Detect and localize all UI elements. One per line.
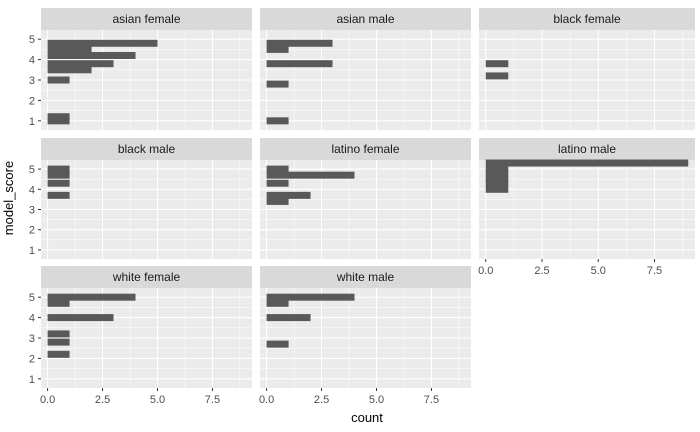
x-tick-label: 2.5 — [314, 394, 329, 406]
y-tick-label: 4 — [29, 184, 35, 196]
histogram-bar — [485, 165, 509, 173]
y-tick-label: 3 — [29, 205, 35, 217]
histogram-bar — [266, 165, 289, 173]
y-tick-label: 2 — [29, 225, 35, 237]
facet-panel: latino male 0.0 2.5 5.0 7.5 — [478, 138, 695, 277]
facet-strip-label: latino male — [558, 142, 616, 156]
y-tick-label: 1 — [29, 374, 35, 386]
histogram-bar — [266, 299, 289, 307]
histogram-bar — [47, 76, 70, 84]
histogram-bar — [485, 175, 509, 183]
histogram-bar — [485, 185, 509, 193]
y-tick-label: 2 — [29, 95, 35, 107]
histogram-bar — [266, 314, 311, 322]
facet-strip-label: white female — [112, 270, 181, 284]
y-tick-label: 1 — [29, 245, 35, 257]
facet-strip — [41, 266, 252, 288]
facet-strip-label: latino female — [331, 142, 399, 156]
histogram-bar — [47, 165, 70, 173]
y-tick-label: 3 — [29, 75, 35, 87]
histogram-bar — [485, 159, 689, 167]
facet-strip — [41, 8, 252, 30]
facet-panel: asian female 1 2 3 4 5 — [29, 8, 252, 130]
histogram-bar — [266, 171, 355, 179]
histogram-bar — [47, 314, 114, 322]
facet-panel: black female — [479, 8, 695, 130]
histogram-bar — [47, 52, 136, 60]
histogram-bar — [47, 45, 92, 53]
histogram-bar — [266, 293, 355, 301]
histogram-bar — [266, 340, 289, 348]
histogram-bar — [47, 179, 70, 187]
histogram-bar — [266, 39, 333, 47]
histogram-bar — [266, 191, 311, 199]
y-tick-label: 2 — [29, 353, 35, 365]
histogram-bar — [266, 179, 289, 187]
y-tick-label: 3 — [29, 333, 35, 345]
facet-strip-label: black male — [118, 142, 176, 156]
x-tick-label: 7.5 — [205, 394, 220, 406]
y-tick-label: 4 — [29, 313, 35, 325]
histogram-bar — [47, 350, 70, 358]
x-tick-label: 5.0 — [150, 394, 165, 406]
facet-strip — [479, 138, 695, 160]
histogram-bar — [47, 171, 70, 179]
histogram-bar — [266, 80, 289, 88]
histogram-bar — [485, 60, 509, 68]
histogram-bar — [266, 45, 289, 53]
y-tick-label: 5 — [29, 34, 35, 46]
facet-strip — [260, 266, 471, 288]
histogram-bar — [266, 117, 289, 125]
facet-panel: latino female — [260, 138, 471, 259]
histogram-bar — [47, 191, 70, 199]
facet-strip — [260, 138, 471, 160]
x-tick-label: 2.5 — [534, 265, 549, 277]
facet-panel: asian male — [260, 8, 471, 130]
facet-strip — [260, 8, 471, 30]
x-tick-label: 2.5 — [95, 394, 110, 406]
y-tick-label: 5 — [29, 164, 35, 176]
y-axis-title: model_score — [1, 161, 16, 235]
facet-panel: white female 1 2 3 4 5 0.0 2.5 5.0 7.5 — [29, 266, 252, 406]
x-tick-label: 7.5 — [424, 394, 439, 406]
facet-panel: white male 0.0 2.5 5.0 7.5 — [259, 266, 471, 406]
x-tick-label: 5.0 — [369, 394, 384, 406]
histogram-bar — [266, 197, 289, 205]
histogram-bar — [485, 179, 509, 187]
facet-strip-label: asian female — [112, 12, 180, 26]
x-axis-title: count — [351, 410, 383, 425]
histogram-bar — [266, 60, 333, 68]
facet-strip-label: black female — [553, 12, 621, 26]
y-tick-label: 5 — [29, 292, 35, 304]
x-tick-label: 0.0 — [259, 394, 274, 406]
histogram-bar — [485, 169, 509, 177]
facet-strip — [41, 138, 252, 160]
facet-panel: black male 1 2 3 4 5 — [29, 138, 252, 259]
histogram-bar — [47, 299, 70, 307]
facet-strip-label: white male — [336, 270, 395, 284]
facet-strip-label: asian male — [336, 12, 394, 26]
histogram-bar — [485, 72, 509, 80]
x-tick-label: 5.0 — [591, 265, 606, 277]
histogram-bar — [47, 293, 136, 301]
facet-strip — [479, 8, 695, 30]
histogram-bar — [47, 66, 92, 74]
y-tick-label: 4 — [29, 55, 35, 67]
histogram-bar — [47, 113, 70, 121]
x-tick-label: 0.0 — [40, 394, 55, 406]
histogram-bar — [47, 39, 158, 47]
x-tick-label: 7.5 — [647, 265, 662, 277]
y-tick-label: 1 — [29, 116, 35, 128]
histogram-bar — [47, 338, 70, 346]
histogram-bar — [47, 330, 70, 338]
histogram-bar — [47, 60, 114, 68]
histogram-bar — [47, 117, 70, 125]
x-tick-label: 0.0 — [478, 265, 493, 277]
